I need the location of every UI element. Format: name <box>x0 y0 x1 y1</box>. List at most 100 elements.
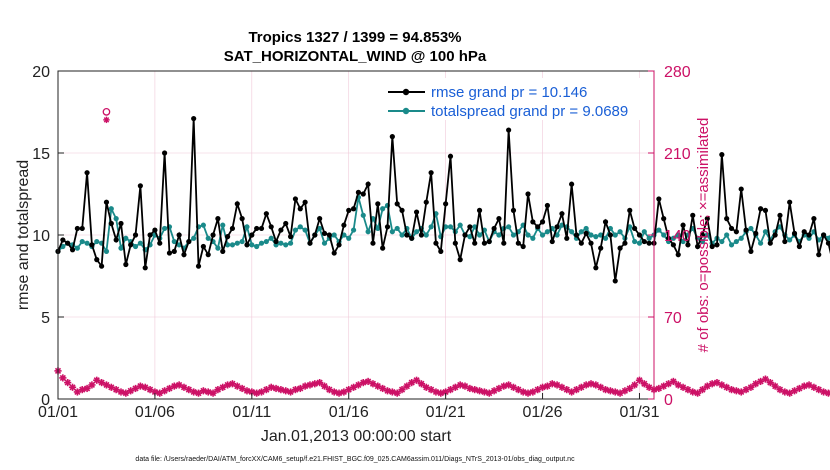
data-point-rmse <box>307 240 313 246</box>
data-point-totalspread <box>302 227 308 233</box>
data-point-totalspread <box>375 225 381 232</box>
obs-count-marker <box>669 377 677 386</box>
data-point-rmse <box>162 150 168 156</box>
data-point-totalspread <box>283 242 289 248</box>
data-point-totalspread <box>94 238 100 245</box>
data-point-totalspread <box>472 224 478 230</box>
data-point-totalspread <box>428 224 434 230</box>
data-point-totalspread <box>423 232 429 238</box>
data-point-rmse <box>811 216 817 222</box>
obs-count-marker <box>723 383 731 391</box>
obs-count-marker <box>88 381 96 389</box>
legend-swatch-marker <box>402 88 410 96</box>
data-point-totalspread <box>84 240 90 246</box>
data-point-totalspread <box>113 216 119 222</box>
data-point-rmse <box>346 207 352 213</box>
data-point-rmse <box>326 232 332 238</box>
obs-count-marker <box>267 383 275 391</box>
obs-count-marker <box>78 386 86 394</box>
data-point-rmse <box>433 240 439 246</box>
y-tick-label: 15 <box>32 146 50 163</box>
data-point-rmse <box>224 234 231 240</box>
data-point-totalspread <box>287 240 294 246</box>
data-point-rmse <box>462 232 468 238</box>
data-point-rmse <box>74 225 80 232</box>
data-point-rmse <box>476 207 483 213</box>
y2-axis-label: # of obs: o=possible; ×=assimilated <box>695 118 712 353</box>
axes: 0 5 10 15 20 0 70 140 210 280 01/01 01/06 01/11 01/16… <box>32 64 691 421</box>
data-point-rmse <box>254 225 260 232</box>
data-point-totalspread <box>588 232 594 238</box>
obs-count-marker <box>640 380 648 388</box>
chart-title: Tropics 1327 / 1399 = 94.853% <box>248 29 461 46</box>
data-point-rmse <box>825 240 830 246</box>
data-point-totalspread <box>530 235 536 241</box>
data-point-totalspread <box>229 242 236 248</box>
data-point-totalspread <box>578 229 584 235</box>
obs-count-marker <box>330 388 338 396</box>
data-point-totalspread <box>321 240 328 246</box>
data-point-rmse <box>380 245 386 251</box>
data-point-rmse <box>79 225 85 232</box>
data-point-totalspread <box>263 238 269 245</box>
obs-count-marker <box>485 389 493 397</box>
data-point-rmse <box>665 235 672 241</box>
data-point-rmse <box>103 199 110 205</box>
data-point-rmse <box>283 220 289 227</box>
data-point-totalspread <box>704 232 710 238</box>
data-point-totalspread <box>389 229 395 235</box>
obs-count-marker <box>398 386 406 394</box>
data-point-rmse <box>704 216 710 222</box>
data-point-rmse <box>447 153 454 159</box>
data-file-footer: data file: /Users/raeder/DAI/ATM_forcXX/… <box>135 456 575 463</box>
data-point-rmse <box>627 207 633 213</box>
data-point-totalspread <box>200 222 206 228</box>
data-point-rmse <box>656 196 662 202</box>
data-point-rmse <box>389 134 395 140</box>
data-point-rmse <box>239 216 245 222</box>
x-tick-label: 01/01 <box>38 404 78 421</box>
data-point-rmse <box>273 238 279 245</box>
data-point-rmse <box>738 186 744 192</box>
data-point-totalspread <box>525 232 531 238</box>
data-point-totalspread <box>583 225 589 232</box>
obs-count-marker <box>311 380 319 388</box>
data-point-rmse <box>670 242 676 248</box>
data-point-rmse <box>413 209 420 215</box>
data-point-totalspread <box>365 229 371 235</box>
data-point-rmse <box>292 196 299 202</box>
data-point-totalspread <box>258 240 265 246</box>
data-point-totalspread <box>569 229 575 235</box>
data-point-rmse <box>622 240 628 246</box>
data-point-rmse <box>724 216 730 222</box>
obs-count-marker <box>412 376 421 384</box>
obs-count-marker <box>529 388 537 396</box>
data-point-rmse <box>539 219 546 225</box>
x-axis-label: Jan.01,2013 00:00:00 start <box>261 428 452 445</box>
data-point-rmse <box>719 152 725 158</box>
data-point-totalspread <box>108 206 114 212</box>
data-point-rmse <box>748 248 754 254</box>
obs-count-marker <box>320 382 329 390</box>
data-point-rmse <box>612 278 618 284</box>
obs-count-marker <box>272 384 280 393</box>
data-point-rmse <box>506 127 512 133</box>
data-point-totalspread <box>413 229 420 235</box>
data-point-rmse <box>617 245 623 251</box>
obs-count-marker <box>316 379 324 387</box>
data-point-totalspread <box>510 232 517 238</box>
data-point-rmse <box>602 219 609 225</box>
data-point-totalspread <box>292 227 299 233</box>
data-point-rmse <box>370 240 376 246</box>
x-tick-label: 01/06 <box>135 404 175 421</box>
data-point-rmse <box>569 181 575 187</box>
data-point-totalspread <box>646 235 652 241</box>
y-axis-label: rmse and totalspread <box>15 160 32 310</box>
y-tick-label: 5 <box>41 310 50 327</box>
data-point-totalspread <box>675 232 681 238</box>
data-point-totalspread <box>476 232 483 238</box>
data-point-totalspread <box>544 229 551 235</box>
data-point-rmse <box>186 238 192 245</box>
data-point-totalspread <box>162 225 168 232</box>
data-point-rmse <box>268 224 274 230</box>
